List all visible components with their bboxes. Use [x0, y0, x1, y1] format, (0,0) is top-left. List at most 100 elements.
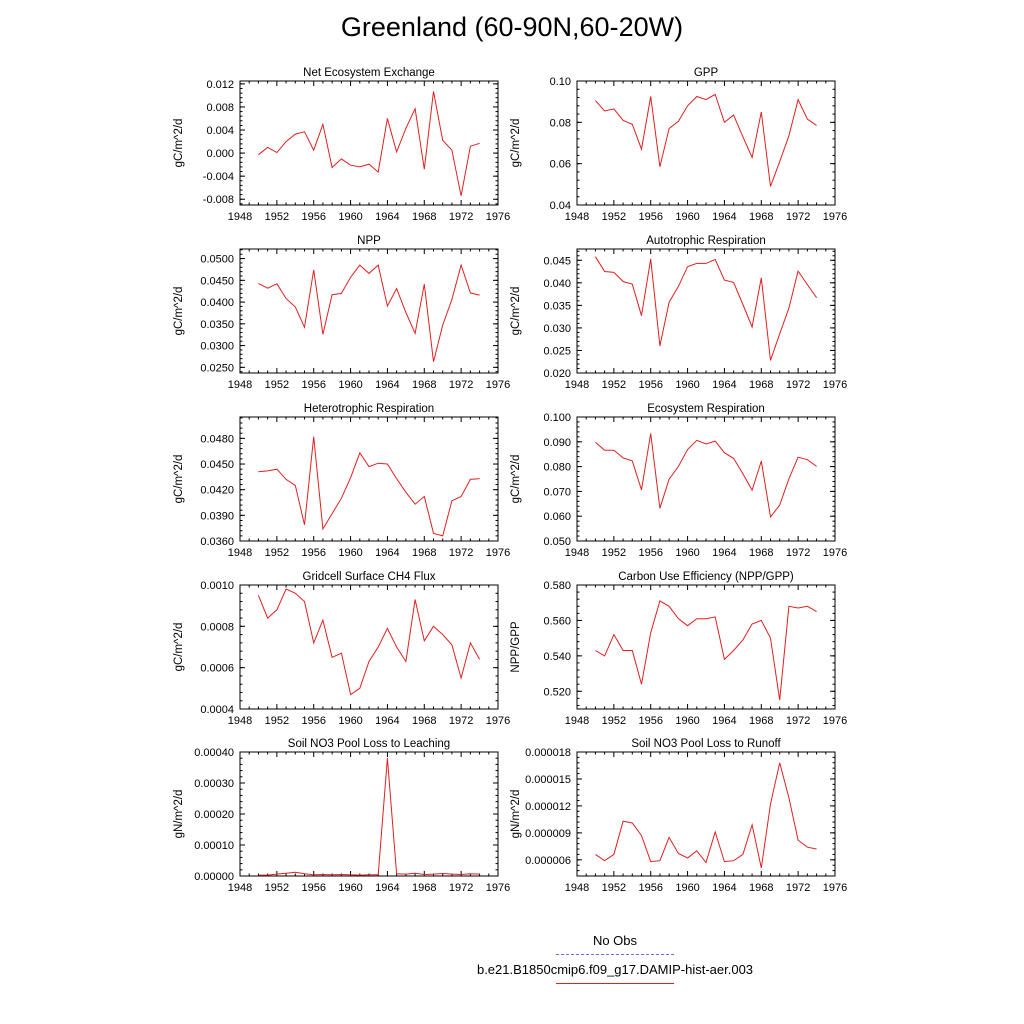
x-tick-label: 1948 [565, 211, 589, 223]
x-tick-label: 1960 [338, 882, 362, 894]
x-tick-label: 1952 [602, 715, 626, 727]
y-tick-label: 0.580 [543, 580, 571, 592]
plot-frame [239, 584, 499, 710]
x-tick-label: 1956 [638, 882, 662, 894]
y-tick-label: 0.090 [543, 437, 571, 449]
y-tick-label: -0.004 [203, 171, 234, 183]
x-tick-label: 1948 [565, 547, 589, 559]
x-tick-label: 1964 [375, 547, 399, 559]
series-line [258, 91, 480, 196]
y-tick-label: 0.00040 [194, 747, 234, 759]
x-tick-label: 1968 [749, 379, 773, 391]
x-tick-label: 1960 [675, 211, 699, 223]
x-tick-label: 1952 [265, 211, 289, 223]
x-tick-label: 1964 [712, 547, 736, 559]
plot-frame [239, 416, 499, 542]
y-axis-label: gC/m^2/d [173, 455, 185, 504]
x-tick-label: 1968 [412, 882, 436, 894]
chart-panel-5: Heterotrophic Respiration gC/m^2/d 1948 195… [173, 403, 510, 559]
plot-frame [576, 248, 836, 374]
series-line [595, 433, 817, 519]
plot-frame [576, 584, 836, 710]
y-tick-label: 0.08 [550, 117, 571, 129]
x-tick-label: 1976 [823, 211, 847, 223]
legend-model-label: b.e21.B1850cmip6.f09_g17.DAMIP-hist-aer.… [476, 962, 754, 977]
x-tick-label: 1956 [301, 715, 325, 727]
series-line [258, 758, 480, 876]
series-line [595, 93, 817, 187]
chart-title: Gridcell Surface CH4 Flux [303, 571, 436, 583]
y-tick-label: 0.0008 [200, 621, 234, 633]
x-tick-label: 1960 [675, 379, 699, 391]
y-tick-label: 0.000012 [525, 801, 571, 813]
x-tick-label: 1964 [375, 882, 399, 894]
legend-model-line [556, 983, 674, 984]
x-tick-label: 1972 [786, 882, 810, 894]
y-axis-label: gC/m^2/d [510, 119, 522, 168]
x-tick-label: 1948 [228, 379, 252, 391]
x-tick-label: 1972 [449, 547, 473, 559]
y-tick-label: 0.035 [543, 300, 571, 312]
y-tick-label: 0.045 [543, 255, 571, 267]
series-line [594, 256, 818, 361]
chart-title: Soil NO3 Pool Loss to Runoff [631, 738, 781, 750]
plot-frame [576, 751, 836, 877]
x-tick-label: 1968 [749, 882, 773, 894]
x-tick-label: 1956 [638, 715, 662, 727]
y-tick-label: 0.0360 [200, 536, 234, 548]
y-tick-label: 0.0400 [200, 297, 234, 309]
series-line [258, 436, 480, 537]
chart-panel-7: Gridcell Surface CH4 Flux gC/m^2/d 1948 195… [173, 571, 510, 727]
x-tick-label: 1948 [565, 882, 589, 894]
x-tick-label: 1956 [301, 547, 325, 559]
y-tick-label: 0.000015 [525, 774, 571, 786]
series-line [595, 600, 817, 701]
y-tick-label: 0.0450 [200, 275, 234, 287]
x-tick-label: 1952 [265, 379, 289, 391]
y-tick-label: 0.0390 [200, 510, 234, 522]
x-tick-label: 1976 [823, 715, 847, 727]
x-tick-label: 1972 [449, 211, 473, 223]
x-tick-label: 1952 [265, 547, 289, 559]
chart-title: Soil NO3 Pool Loss to Leaching [288, 738, 450, 750]
series-line [595, 762, 817, 869]
y-tick-label: 0.012 [206, 79, 234, 91]
y-tick-label: 0.060 [543, 511, 571, 523]
y-tick-label: 0.06 [550, 159, 571, 171]
y-tick-label: 0.070 [543, 486, 571, 498]
y-tick-label: 0.00000 [194, 871, 234, 883]
y-tick-label: 0.0450 [200, 459, 234, 471]
chart-title: GPP [694, 67, 719, 79]
y-tick-label: 0.100 [543, 412, 571, 424]
x-tick-label: 1972 [786, 379, 810, 391]
y-tick-label: 0.0480 [200, 433, 234, 445]
y-tick-label: 0.00030 [194, 778, 234, 790]
x-tick-label: 1960 [338, 379, 362, 391]
x-tick-label: 1948 [228, 211, 252, 223]
y-tick-label: 0.0006 [200, 663, 234, 675]
y-tick-label: 0.00010 [194, 840, 234, 852]
x-tick-label: 1956 [301, 882, 325, 894]
x-tick-label: 1952 [602, 211, 626, 223]
y-tick-label: -0.008 [203, 194, 234, 206]
x-tick-label: 1960 [338, 715, 362, 727]
x-tick-label: 1952 [602, 547, 626, 559]
x-tick-label: 1976 [823, 379, 847, 391]
legend-obs-line [556, 954, 674, 955]
x-tick-label: 1968 [412, 211, 436, 223]
x-tick-label: 1952 [602, 882, 626, 894]
y-axis-label: gC/m^2/d [173, 623, 185, 672]
x-tick-label: 1952 [265, 715, 289, 727]
y-tick-label: 0.000009 [525, 828, 571, 840]
y-tick-label: 0.030 [543, 323, 571, 335]
chart-panel-4: Autotrophic Respiration gC/m^2/d 1948 1952 1… [510, 235, 847, 391]
x-tick-label: 1976 [486, 715, 510, 727]
y-tick-label: 0.008 [206, 102, 234, 114]
y-tick-label: 0.0010 [200, 580, 234, 592]
y-axis-label: gC/m^2/d [510, 455, 522, 504]
x-tick-label: 1964 [375, 715, 399, 727]
y-tick-label: 0.050 [543, 536, 571, 548]
y-tick-label: 0.0350 [200, 319, 234, 331]
series-line [258, 263, 480, 362]
y-tick-label: 0.0004 [200, 704, 234, 716]
